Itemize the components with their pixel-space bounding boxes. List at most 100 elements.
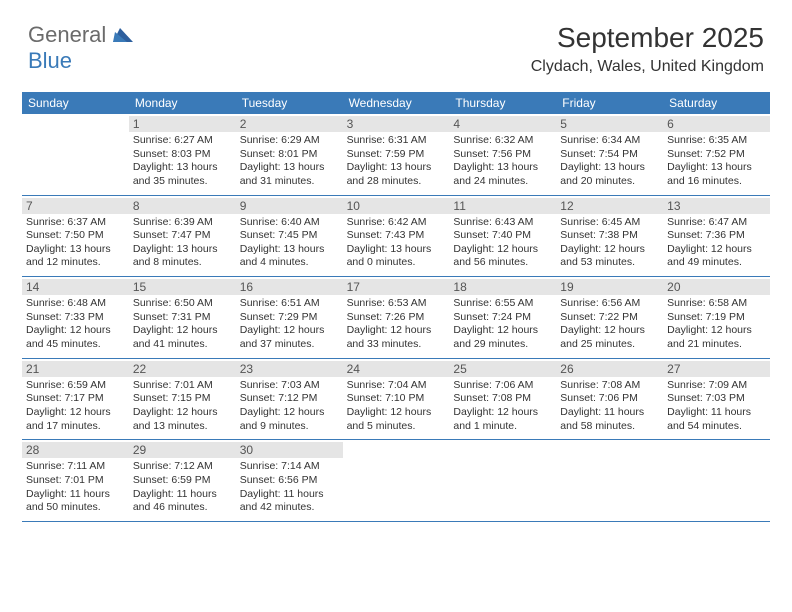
day-cell: 4Sunrise: 6:32 AMSunset: 7:56 PMDaylight… <box>449 114 556 195</box>
logo-text-block: General Blue <box>28 22 133 74</box>
day-number: 23 <box>236 361 343 377</box>
day-cell: 27Sunrise: 7:09 AMSunset: 7:03 PMDayligh… <box>663 359 770 440</box>
day-cell: 11Sunrise: 6:43 AMSunset: 7:40 PMDayligh… <box>449 196 556 277</box>
day-daylight: Daylight: 13 hours and 16 minutes. <box>667 161 766 188</box>
day-number: 3 <box>343 116 450 132</box>
empty-cell <box>556 440 663 521</box>
day-cell: 16Sunrise: 6:51 AMSunset: 7:29 PMDayligh… <box>236 277 343 358</box>
day-daylight: Daylight: 12 hours and 21 minutes. <box>667 324 766 351</box>
day-daylight: Daylight: 12 hours and 13 minutes. <box>133 406 232 433</box>
page-header: General Blue September 2025 Clydach, Wal… <box>0 0 792 86</box>
day-daylight: Daylight: 12 hours and 1 minute. <box>453 406 552 433</box>
day-sunset: Sunset: 7:03 PM <box>667 392 766 406</box>
day-number: 5 <box>556 116 663 132</box>
weekday-header: Tuesday <box>236 92 343 114</box>
day-sunset: Sunset: 7:31 PM <box>133 311 232 325</box>
week-row: 1Sunrise: 6:27 AMSunset: 8:03 PMDaylight… <box>22 114 770 196</box>
day-number: 30 <box>236 442 343 458</box>
day-daylight: Daylight: 13 hours and 0 minutes. <box>347 243 446 270</box>
day-sunset: Sunset: 7:15 PM <box>133 392 232 406</box>
day-number: 29 <box>129 442 236 458</box>
day-number: 10 <box>343 198 450 214</box>
day-sunrise: Sunrise: 6:40 AM <box>240 216 339 230</box>
day-sunset: Sunset: 7:47 PM <box>133 229 232 243</box>
day-cell: 7Sunrise: 6:37 AMSunset: 7:50 PMDaylight… <box>22 196 129 277</box>
day-cell: 15Sunrise: 6:50 AMSunset: 7:31 PMDayligh… <box>129 277 236 358</box>
day-number: 26 <box>556 361 663 377</box>
day-sunrise: Sunrise: 6:43 AM <box>453 216 552 230</box>
day-sunrise: Sunrise: 7:04 AM <box>347 379 446 393</box>
day-sunrise: Sunrise: 6:59 AM <box>26 379 125 393</box>
weekday-header-row: SundayMondayTuesdayWednesdayThursdayFrid… <box>22 92 770 114</box>
day-number: 8 <box>129 198 236 214</box>
day-sunset: Sunset: 7:24 PM <box>453 311 552 325</box>
day-sunset: Sunset: 7:33 PM <box>26 311 125 325</box>
day-number: 2 <box>236 116 343 132</box>
day-daylight: Daylight: 13 hours and 8 minutes. <box>133 243 232 270</box>
day-sunrise: Sunrise: 6:29 AM <box>240 134 339 148</box>
day-sunrise: Sunrise: 6:56 AM <box>560 297 659 311</box>
day-cell: 26Sunrise: 7:08 AMSunset: 7:06 PMDayligh… <box>556 359 663 440</box>
day-daylight: Daylight: 12 hours and 45 minutes. <box>26 324 125 351</box>
day-cell: 2Sunrise: 6:29 AMSunset: 8:01 PMDaylight… <box>236 114 343 195</box>
day-sunset: Sunset: 7:12 PM <box>240 392 339 406</box>
day-number: 22 <box>129 361 236 377</box>
day-sunset: Sunset: 7:26 PM <box>347 311 446 325</box>
day-number: 18 <box>449 279 556 295</box>
empty-cell <box>343 440 450 521</box>
day-sunrise: Sunrise: 7:03 AM <box>240 379 339 393</box>
day-cell: 19Sunrise: 6:56 AMSunset: 7:22 PMDayligh… <box>556 277 663 358</box>
day-sunset: Sunset: 8:03 PM <box>133 148 232 162</box>
day-cell: 14Sunrise: 6:48 AMSunset: 7:33 PMDayligh… <box>22 277 129 358</box>
day-sunrise: Sunrise: 6:50 AM <box>133 297 232 311</box>
day-sunrise: Sunrise: 6:45 AM <box>560 216 659 230</box>
day-cell: 23 Sunrise: 7:03 AMSunset: 7:12 PMDayligh… <box>236 359 343 440</box>
day-sunset: Sunset: 7:19 PM <box>667 311 766 325</box>
day-sunset: Sunset: 7:08 PM <box>453 392 552 406</box>
day-cell: 12Sunrise: 6:45 AMSunset: 7:38 PMDayligh… <box>556 196 663 277</box>
day-cell: 8Sunrise: 6:39 AMSunset: 7:47 PMDaylight… <box>129 196 236 277</box>
day-daylight: Daylight: 13 hours and 12 minutes. <box>26 243 125 270</box>
day-sunset: Sunset: 7:10 PM <box>347 392 446 406</box>
day-sunset: Sunset: 7:45 PM <box>240 229 339 243</box>
day-cell: 1Sunrise: 6:27 AMSunset: 8:03 PMDaylight… <box>129 114 236 195</box>
day-cell: 5Sunrise: 6:34 AMSunset: 7:54 PMDaylight… <box>556 114 663 195</box>
day-cell: 20Sunrise: 6:58 AMSunset: 7:19 PMDayligh… <box>663 277 770 358</box>
day-number: 12 <box>556 198 663 214</box>
day-number: 7 <box>22 198 129 214</box>
day-sunrise: Sunrise: 6:58 AM <box>667 297 766 311</box>
day-sunset: Sunset: 7:52 PM <box>667 148 766 162</box>
title-block: September 2025 Clydach, Wales, United Ki… <box>531 22 764 76</box>
day-sunset: Sunset: 7:36 PM <box>667 229 766 243</box>
day-sunrise: Sunrise: 6:48 AM <box>26 297 125 311</box>
day-number: 16 <box>236 279 343 295</box>
day-sunrise: Sunrise: 6:35 AM <box>667 134 766 148</box>
day-cell: 22 Sunrise: 7:01 AMSunset: 7:15 PMDayligh… <box>129 359 236 440</box>
day-sunset: Sunset: 7:01 PM <box>26 474 125 488</box>
calendar-grid: SundayMondayTuesdayWednesdayThursdayFrid… <box>0 86 792 522</box>
day-daylight: Daylight: 12 hours and 29 minutes. <box>453 324 552 351</box>
day-sunset: Sunset: 7:54 PM <box>560 148 659 162</box>
day-number: 21 <box>22 361 129 377</box>
day-cell: 13Sunrise: 6:47 AMSunset: 7:36 PMDayligh… <box>663 196 770 277</box>
day-number: 13 <box>663 198 770 214</box>
day-number: 4 <box>449 116 556 132</box>
day-sunrise: Sunrise: 7:01 AM <box>133 379 232 393</box>
day-daylight: Daylight: 12 hours and 9 minutes. <box>240 406 339 433</box>
day-sunset: Sunset: 7:22 PM <box>560 311 659 325</box>
day-sunrise: Sunrise: 6:42 AM <box>347 216 446 230</box>
day-sunrise: Sunrise: 7:08 AM <box>560 379 659 393</box>
day-number: 9 <box>236 198 343 214</box>
empty-cell <box>449 440 556 521</box>
week-row: 7Sunrise: 6:37 AMSunset: 7:50 PMDaylight… <box>22 196 770 278</box>
day-number: 24 <box>343 361 450 377</box>
logo-triangle-icon <box>113 29 133 46</box>
location-subtitle: Clydach, Wales, United Kingdom <box>531 58 764 76</box>
day-sunrise: Sunrise: 6:53 AM <box>347 297 446 311</box>
day-daylight: Daylight: 11 hours and 58 minutes. <box>560 406 659 433</box>
day-daylight: Daylight: 12 hours and 49 minutes. <box>667 243 766 270</box>
day-cell: 18Sunrise: 6:55 AMSunset: 7:24 PMDayligh… <box>449 277 556 358</box>
day-daylight: Daylight: 13 hours and 24 minutes. <box>453 161 552 188</box>
week-row: 28Sunrise: 7:11 AMSunset: 7:01 PMDayligh… <box>22 440 770 522</box>
day-number: 27 <box>663 361 770 377</box>
